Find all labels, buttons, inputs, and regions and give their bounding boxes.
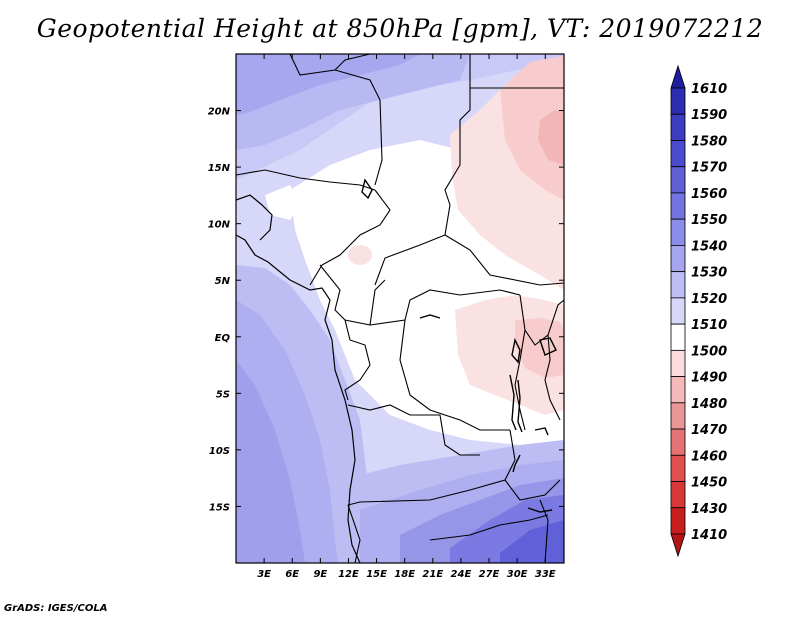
lakes	[361, 178, 557, 513]
colorbar-segment	[670, 166, 686, 194]
colorbar-label: 1410	[691, 528, 727, 543]
colorbar-label: 1570	[691, 161, 727, 176]
colorbar-segment	[670, 402, 686, 430]
colorbar-segment	[670, 481, 686, 509]
colorbar-segment	[670, 428, 686, 456]
lat-tick-label: 5S	[216, 389, 230, 400]
colorbar-bottom-arrow	[670, 533, 686, 558]
lon-tick-label: 27E	[479, 569, 500, 580]
contour-1500-patch	[348, 245, 372, 265]
colorbar-segment	[670, 271, 686, 299]
lon-tick-label: 21E	[422, 569, 443, 580]
colorbar-segment	[670, 454, 686, 482]
colorbar-label: 1480	[691, 397, 727, 412]
colorbar-segment	[670, 349, 686, 377]
lon-tick-label: 33E	[535, 569, 556, 580]
colorbar-segment	[670, 140, 686, 168]
contour-1550-west	[236, 360, 305, 563]
map-frame	[235, 53, 565, 564]
colorbar-label: 1580	[691, 134, 727, 149]
colorbar-top-arrow	[670, 64, 686, 89]
lat-tick-label: 5N	[215, 276, 231, 287]
colorbar-label: 1460	[691, 449, 727, 464]
lon-tick-label: 3E	[257, 569, 271, 580]
colorbar-label: 1560	[691, 187, 727, 202]
lon-tick-label: 6E	[285, 569, 299, 580]
lat-tick-label: EQ	[215, 333, 231, 344]
contour-1540-north	[236, 54, 420, 116]
lon-tick-label: 30E	[507, 569, 528, 580]
colorbar-label: 1450	[691, 476, 727, 491]
coastline	[236, 194, 361, 563]
colorbar-segment	[670, 323, 686, 351]
colorbar-segment	[670, 218, 686, 246]
lat-tick-label: 10S	[209, 446, 230, 457]
lon-tick-label: 15E	[366, 569, 387, 580]
colorbar-label: 1510	[691, 318, 727, 333]
colorbar-label: 1610	[691, 82, 727, 97]
colorbar-segment	[670, 376, 686, 404]
lat-tick-label: 15S	[209, 502, 230, 513]
colorbar-label: 1530	[691, 266, 727, 281]
colorbar-segment	[670, 507, 686, 535]
lat-axis: 20N 15N 10N 5N EQ 5S 10S 15S	[208, 107, 564, 513]
lon-tick-label: 18E	[394, 569, 415, 580]
contour-1570-south	[500, 520, 564, 563]
colorbar-segment	[670, 245, 686, 273]
lat-tick-label: 20N	[208, 107, 231, 118]
lon-tick-label: 9E	[313, 569, 327, 580]
grads-credit: GrADS: IGES/COLA	[4, 603, 108, 614]
contour-1490-north	[500, 56, 564, 200]
colorbar: 1610 1590 1580 1570 1560 1550 1540 1530 1520 1510…	[670, 64, 727, 558]
lon-tick-label: 24E	[451, 569, 472, 580]
colorbar-label: 1550	[691, 213, 727, 228]
colorbar-label: 1470	[691, 423, 727, 438]
colorbar-segment	[670, 297, 686, 325]
lon-axis: 3E 6E 9E 12E 15E 18E 21E 24E 27E 30E 33E	[257, 54, 556, 580]
lat-tick-label: 15N	[208, 163, 231, 174]
contour-1510-west	[265, 185, 300, 220]
colorbar-segment	[670, 87, 686, 115]
colorbar-label: 1490	[691, 371, 727, 386]
lon-tick-label: 12E	[338, 569, 359, 580]
contour-1480-north	[538, 110, 564, 165]
colorbar-label: 1500	[691, 344, 727, 359]
lat-tick-label: 10N	[208, 220, 231, 231]
colorbar-label: 1430	[691, 502, 727, 517]
colorbar-label: 1540	[691, 239, 727, 254]
map-title: Geopotential Height at 850hPa [gpm], VT:…	[36, 14, 764, 43]
map-plot-area	[236, 54, 564, 563]
colorbar-segment	[670, 192, 686, 220]
colorbar-label: 1520	[691, 292, 727, 307]
colorbar-segment	[670, 113, 686, 141]
colorbar-label: 1590	[691, 108, 727, 123]
